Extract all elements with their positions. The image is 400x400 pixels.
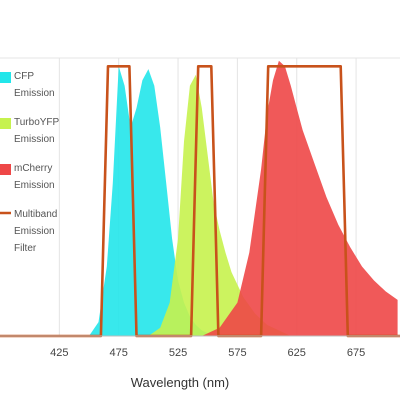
x-axis-title: Wavelength (nm) bbox=[131, 375, 230, 390]
legend-label-cfp-line2: Emission bbox=[14, 88, 55, 99]
line-multiband-emission-filter bbox=[0, 65, 400, 338]
x-axis: 425 475 525 575 625 675 bbox=[0, 335, 400, 359]
legend-swatch-turboyfp bbox=[0, 118, 11, 129]
emission-areas bbox=[89, 60, 398, 337]
legend-label-turboyfp-line1: TurboYFP bbox=[14, 117, 60, 128]
legend-label-filter-line3: Filter bbox=[14, 243, 37, 254]
legend-label-filter-line1: Multiband bbox=[14, 209, 57, 220]
filter-line-group bbox=[0, 65, 400, 338]
x-tick-label-525: 525 bbox=[169, 347, 187, 359]
legend: CFP Emission TurboYFP Emission mCherry E… bbox=[0, 71, 60, 254]
legend-label-turboyfp-line2: Emission bbox=[14, 134, 55, 145]
area-turboyfp-emission bbox=[148, 74, 291, 336]
x-tick-label-625: 625 bbox=[288, 347, 306, 359]
legend-label-mcherry-line1: mCherry bbox=[14, 163, 52, 174]
area-cfp-emission bbox=[89, 66, 220, 337]
x-tick-label-475: 475 bbox=[110, 347, 128, 359]
legend-label-mcherry-line2: Emission bbox=[14, 180, 55, 191]
x-tick-label-675: 675 bbox=[347, 347, 365, 359]
x-tick-label-575: 575 bbox=[228, 347, 246, 359]
legend-swatch-mcherry bbox=[0, 164, 11, 175]
legend-label-filter-line2: Emission bbox=[14, 226, 55, 237]
legend-swatch-cfp bbox=[0, 72, 11, 83]
plot-area bbox=[0, 57, 400, 338]
legend-label-cfp-line1: CFP bbox=[14, 71, 34, 82]
x-tick-label-425: 425 bbox=[50, 347, 68, 359]
area-mcherry-emission bbox=[201, 60, 398, 337]
